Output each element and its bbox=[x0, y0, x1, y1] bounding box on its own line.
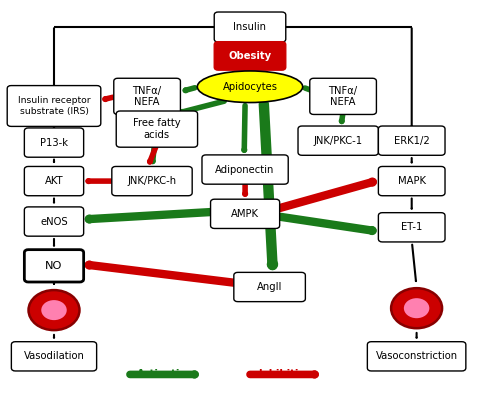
Text: Free fatty
acids: Free fatty acids bbox=[133, 118, 180, 140]
Text: ERK1/2: ERK1/2 bbox=[394, 136, 430, 146]
Text: eNOS: eNOS bbox=[40, 217, 68, 226]
FancyBboxPatch shape bbox=[214, 42, 286, 70]
FancyBboxPatch shape bbox=[202, 155, 288, 184]
Text: TNFα/
NEFA: TNFα/ NEFA bbox=[328, 86, 358, 107]
FancyBboxPatch shape bbox=[112, 167, 192, 196]
Circle shape bbox=[404, 298, 429, 318]
FancyBboxPatch shape bbox=[114, 78, 180, 114]
Text: Vasoconstriction: Vasoconstriction bbox=[376, 351, 458, 361]
Text: Insulin receptor
substrate (IRS): Insulin receptor substrate (IRS) bbox=[18, 96, 90, 116]
FancyBboxPatch shape bbox=[24, 207, 84, 236]
Text: AngII: AngII bbox=[257, 282, 282, 292]
FancyBboxPatch shape bbox=[378, 213, 445, 242]
FancyBboxPatch shape bbox=[7, 86, 101, 127]
Text: MAPK: MAPK bbox=[398, 176, 425, 186]
Text: Vasodilation: Vasodilation bbox=[24, 351, 84, 361]
Text: NO: NO bbox=[46, 261, 62, 271]
FancyBboxPatch shape bbox=[378, 126, 445, 155]
FancyBboxPatch shape bbox=[24, 128, 84, 157]
Text: JNK/PKC-h: JNK/PKC-h bbox=[128, 176, 176, 186]
Text: Inhibition: Inhibition bbox=[258, 369, 312, 379]
Text: JNK/PKC-1: JNK/PKC-1 bbox=[314, 136, 363, 146]
Circle shape bbox=[391, 288, 442, 328]
Text: ET-1: ET-1 bbox=[401, 222, 422, 232]
Text: TNFα/
NEFA: TNFα/ NEFA bbox=[132, 86, 162, 107]
Text: Adiponectin: Adiponectin bbox=[216, 165, 275, 174]
Text: Activation: Activation bbox=[137, 369, 194, 379]
FancyBboxPatch shape bbox=[234, 272, 306, 302]
FancyBboxPatch shape bbox=[214, 12, 286, 42]
FancyBboxPatch shape bbox=[24, 167, 84, 196]
FancyBboxPatch shape bbox=[378, 167, 445, 196]
Circle shape bbox=[42, 300, 66, 320]
Text: Insulin: Insulin bbox=[234, 22, 266, 32]
FancyBboxPatch shape bbox=[12, 342, 96, 371]
Text: P13-k: P13-k bbox=[40, 138, 68, 148]
FancyBboxPatch shape bbox=[298, 126, 378, 155]
FancyBboxPatch shape bbox=[210, 199, 280, 228]
FancyBboxPatch shape bbox=[310, 78, 376, 114]
Ellipse shape bbox=[198, 71, 302, 103]
FancyBboxPatch shape bbox=[116, 111, 198, 147]
FancyBboxPatch shape bbox=[368, 342, 466, 371]
Text: AKT: AKT bbox=[44, 176, 64, 186]
Text: AMPK: AMPK bbox=[231, 209, 259, 219]
Text: Obesity: Obesity bbox=[228, 51, 272, 61]
Circle shape bbox=[28, 290, 80, 330]
FancyBboxPatch shape bbox=[24, 250, 84, 282]
Text: Apidocytes: Apidocytes bbox=[222, 82, 278, 92]
